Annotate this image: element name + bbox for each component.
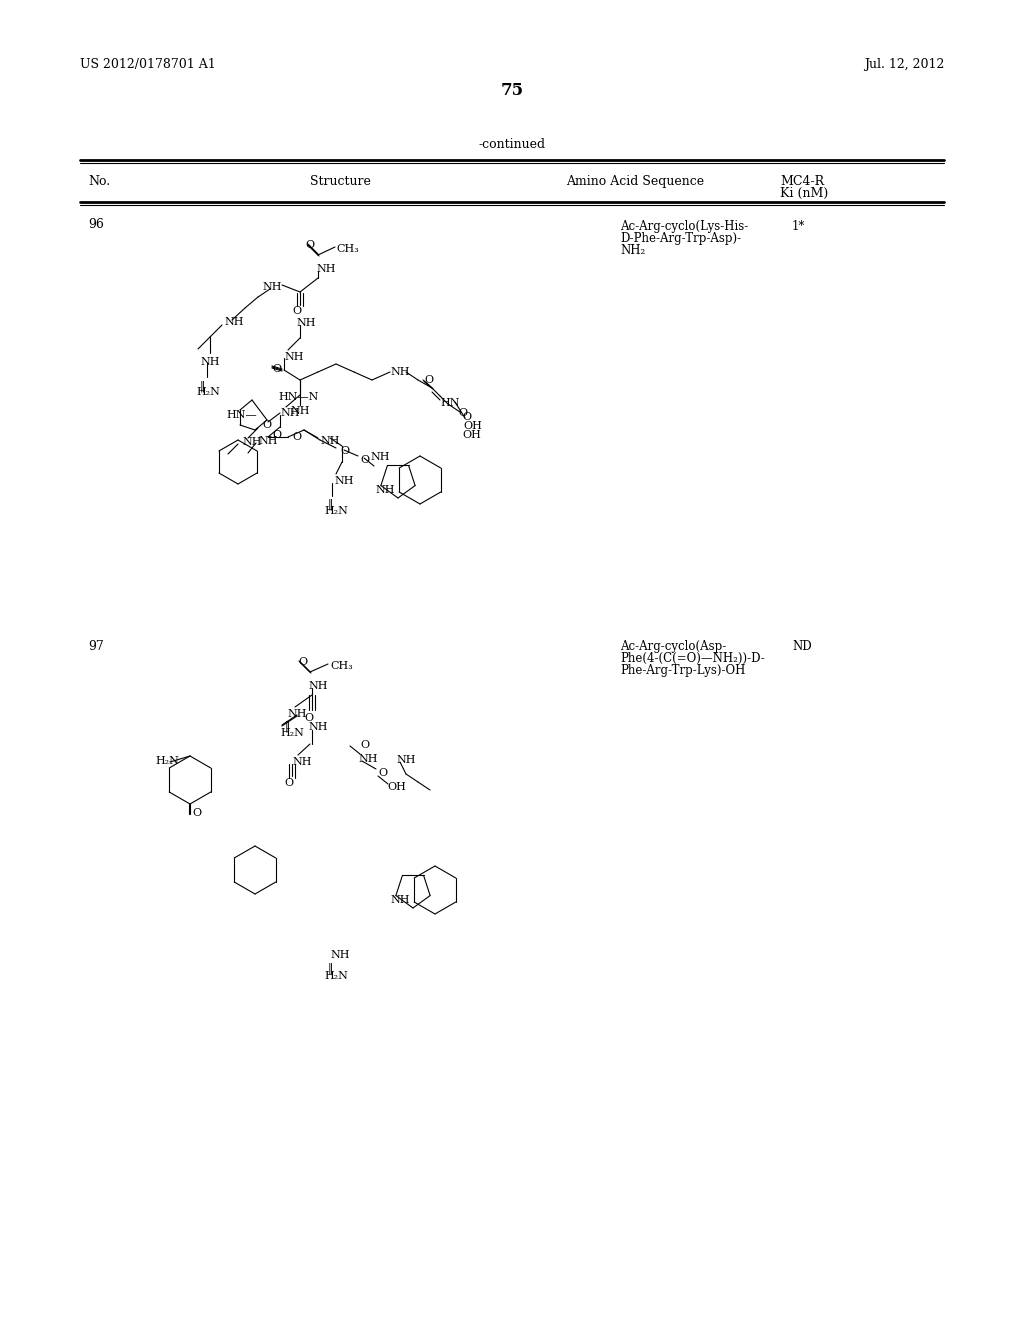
Text: Jul. 12, 2012: Jul. 12, 2012 bbox=[863, 58, 944, 71]
Text: NH: NH bbox=[296, 318, 315, 327]
Text: NH: NH bbox=[358, 754, 378, 764]
Text: H₂N: H₂N bbox=[196, 387, 220, 397]
Text: OH: OH bbox=[463, 421, 482, 432]
Text: OH: OH bbox=[387, 781, 406, 792]
Text: 96: 96 bbox=[88, 218, 103, 231]
Text: HN: HN bbox=[440, 399, 460, 408]
Text: H₂N: H₂N bbox=[280, 729, 304, 738]
Text: O: O bbox=[360, 455, 369, 465]
Text: NH: NH bbox=[284, 352, 303, 362]
Text: Amino Acid Sequence: Amino Acid Sequence bbox=[566, 176, 705, 187]
Text: NH: NH bbox=[200, 356, 219, 367]
Text: NH: NH bbox=[292, 756, 311, 767]
Text: HN—: HN— bbox=[226, 411, 257, 420]
Text: H₂N: H₂N bbox=[324, 972, 348, 981]
Text: O: O bbox=[378, 768, 387, 777]
Text: NH: NH bbox=[370, 451, 389, 462]
Text: OH: OH bbox=[462, 430, 481, 440]
Text: CH₃: CH₃ bbox=[336, 244, 358, 253]
Text: NH: NH bbox=[396, 755, 416, 766]
Text: NH: NH bbox=[262, 282, 282, 292]
Text: O: O bbox=[424, 375, 433, 385]
Text: NH: NH bbox=[390, 367, 410, 378]
Text: Phe(4-(C(=O)—NH₂))-D-: Phe(4-(C(=O)—NH₂))-D- bbox=[620, 652, 765, 665]
Text: Phe-Arg-Trp-Lys)-OH: Phe-Arg-Trp-Lys)-OH bbox=[620, 664, 745, 677]
Text: H₂N: H₂N bbox=[155, 756, 179, 766]
Text: ‖: ‖ bbox=[328, 962, 334, 974]
Text: NH: NH bbox=[258, 436, 278, 446]
Text: 1*: 1* bbox=[792, 220, 805, 234]
Text: NH: NH bbox=[242, 437, 261, 447]
Text: ‖: ‖ bbox=[200, 380, 206, 392]
Text: O: O bbox=[340, 446, 349, 455]
Text: O: O bbox=[305, 240, 314, 249]
Text: NH: NH bbox=[375, 484, 394, 495]
Text: CH₃: CH₃ bbox=[330, 661, 352, 671]
Text: NH: NH bbox=[316, 264, 336, 275]
Text: H₂N: H₂N bbox=[324, 506, 348, 516]
Text: O: O bbox=[292, 306, 301, 315]
Text: 97: 97 bbox=[88, 640, 103, 653]
Text: O: O bbox=[298, 657, 307, 667]
Text: O: O bbox=[304, 713, 313, 723]
Text: NH: NH bbox=[308, 681, 328, 690]
Text: O: O bbox=[272, 364, 282, 374]
Text: ‖: ‖ bbox=[285, 719, 291, 731]
Text: ND: ND bbox=[792, 640, 812, 653]
Text: -continued: -continued bbox=[478, 139, 546, 150]
Text: NH: NH bbox=[308, 722, 328, 733]
Text: NH: NH bbox=[287, 709, 306, 719]
Text: NH: NH bbox=[390, 895, 410, 906]
Text: NH: NH bbox=[290, 407, 309, 416]
Text: O: O bbox=[272, 430, 282, 440]
Text: NH₂: NH₂ bbox=[620, 244, 645, 257]
Text: Structure: Structure bbox=[309, 176, 371, 187]
Text: NH: NH bbox=[330, 950, 349, 960]
Text: NH: NH bbox=[224, 317, 244, 327]
Text: O: O bbox=[360, 741, 369, 750]
Text: O: O bbox=[284, 777, 293, 788]
Text: 75: 75 bbox=[501, 82, 523, 99]
Text: ‖: ‖ bbox=[328, 498, 334, 510]
Text: Ac-Arg-cyclo(Asp-: Ac-Arg-cyclo(Asp- bbox=[620, 640, 726, 653]
Text: NH: NH bbox=[280, 408, 299, 418]
Text: No.: No. bbox=[88, 176, 111, 187]
Text: HN—N: HN—N bbox=[278, 392, 318, 403]
Text: Ki (nM): Ki (nM) bbox=[780, 187, 828, 201]
Text: O: O bbox=[193, 808, 201, 818]
Text: D-Phe-Arg-Trp-Asp)-: D-Phe-Arg-Trp-Asp)- bbox=[620, 232, 741, 246]
Text: O: O bbox=[458, 408, 467, 418]
Text: US 2012/0178701 A1: US 2012/0178701 A1 bbox=[80, 58, 216, 71]
Text: O: O bbox=[292, 432, 301, 442]
Text: NH: NH bbox=[319, 436, 340, 446]
Text: NH: NH bbox=[334, 477, 353, 486]
Text: O: O bbox=[462, 412, 471, 422]
Text: Ac-Arg-cyclo(Lys-His-: Ac-Arg-cyclo(Lys-His- bbox=[620, 220, 749, 234]
Text: MC4-R: MC4-R bbox=[780, 176, 824, 187]
Text: O: O bbox=[262, 420, 271, 430]
